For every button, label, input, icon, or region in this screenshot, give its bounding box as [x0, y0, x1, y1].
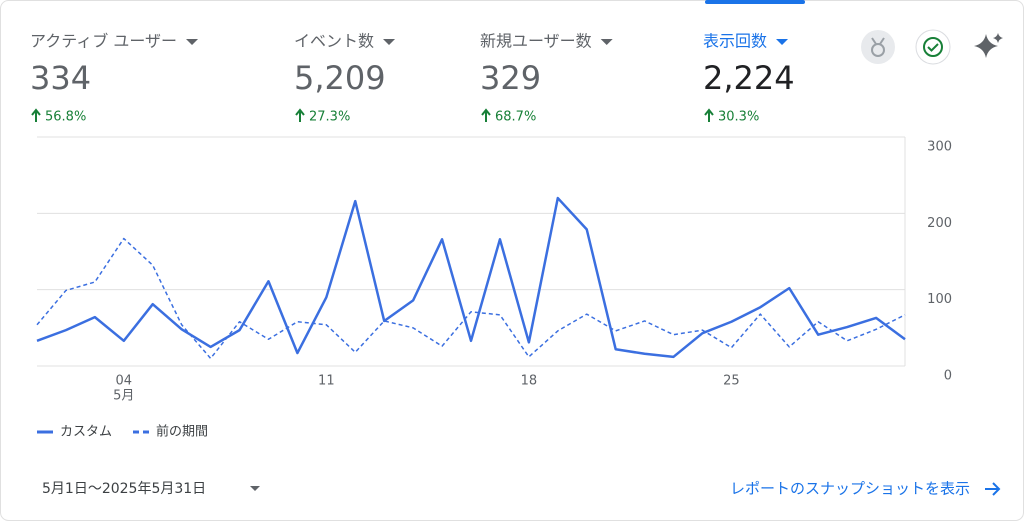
insights-icon[interactable] [974, 33, 1003, 58]
series-line [36, 237, 906, 360]
check-icon[interactable] [915, 29, 951, 65]
metric-label[interactable]: イベント数 [294, 32, 374, 51]
metric-label[interactable]: 表示回数 [703, 32, 767, 51]
metric-change: 30.3% [718, 110, 759, 125]
x-tick-label: 18 [521, 374, 538, 389]
date-dropdown-icon[interactable] [250, 486, 260, 491]
y-tick-label: 300 [927, 140, 952, 155]
selected-tab-indicator [705, 0, 805, 4]
y-tick-label: 0 [944, 369, 952, 384]
metric-label[interactable]: 新規ユーザー数 [480, 32, 592, 51]
change-arrow [31, 108, 41, 122]
change-arrow [481, 108, 491, 122]
metric-change: 56.8% [45, 110, 86, 125]
metric-change: 27.3% [309, 110, 350, 125]
badge-icon[interactable] [861, 30, 895, 64]
x-tick-label: 11 [318, 374, 335, 389]
metric-dropdown-icon[interactable] [186, 39, 199, 45]
x-tick-label: 04 [116, 374, 133, 389]
x-tick-label: 25 [723, 374, 740, 389]
link-arrow[interactable] [985, 482, 1001, 496]
metric-dropdown-icon[interactable] [383, 39, 396, 45]
legend-label: カスタム [60, 425, 112, 440]
metric-dropdown-icon[interactable] [776, 39, 789, 45]
metric-value: 2,224 [703, 59, 795, 97]
metric-change: 68.7% [495, 110, 536, 125]
change-arrow [704, 108, 714, 122]
legend-label: 前の期間 [156, 424, 208, 440]
metric-value: 334 [30, 59, 91, 97]
snapshot-link[interactable]: レポートのスナップショットを表示 [730, 480, 970, 498]
x-group-label: 5月 [113, 389, 134, 404]
change-arrow [295, 108, 305, 122]
y-tick-label: 200 [927, 216, 952, 231]
series-line [36, 196, 906, 359]
metric-label[interactable]: アクティブ ユーザー [30, 32, 177, 51]
y-tick-label: 100 [927, 292, 952, 307]
metric-dropdown-icon[interactable] [600, 39, 613, 45]
date-range[interactable]: 5月1日〜2025年5月31日 [42, 481, 206, 497]
metric-value: 329 [480, 59, 541, 97]
metric-value: 5,209 [294, 59, 386, 97]
